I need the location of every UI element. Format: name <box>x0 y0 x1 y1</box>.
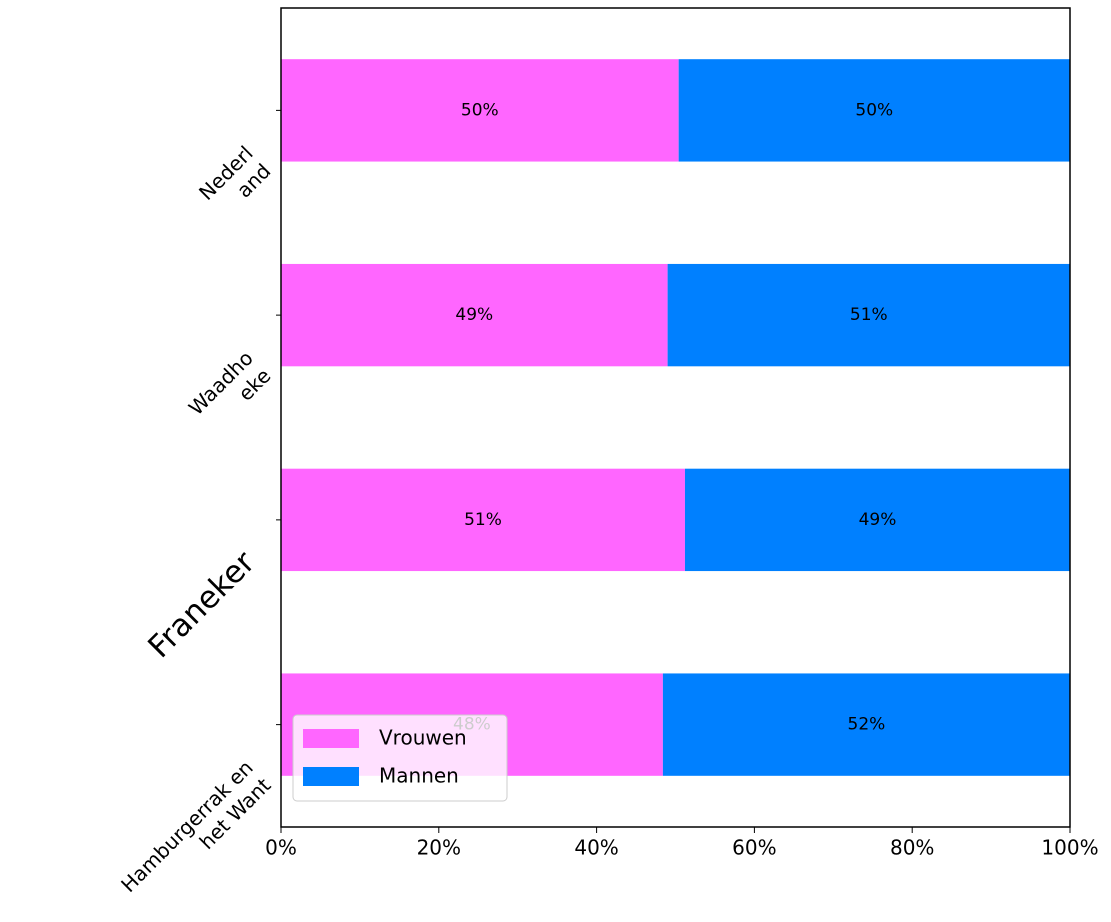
x-tick-label: 0% <box>265 836 297 860</box>
value-label: 51% <box>850 305 888 325</box>
y-tick-label: Hamburgerrak enhet Want <box>116 755 275 914</box>
legend-label: Vrouwen <box>379 726 467 750</box>
x-tick-label: 20% <box>417 836 461 860</box>
bar <box>684 468 1070 572</box>
x-tick-label: 60% <box>732 836 776 860</box>
value-label: 50% <box>461 100 499 120</box>
plot-frame <box>280 7 1071 828</box>
value-label: 52% <box>848 715 886 735</box>
bar <box>662 673 1070 776</box>
bar <box>281 59 679 162</box>
x-tick-label: 100% <box>1041 836 1098 860</box>
bar <box>281 263 668 367</box>
bar <box>678 59 1070 162</box>
legend: Vrouwen Mannen <box>292 714 508 802</box>
value-label: 49% <box>859 510 897 530</box>
legend-swatch <box>303 767 359 786</box>
y-tick-label-line: Franeker <box>141 544 262 665</box>
y-tick-label: Waadhoeke <box>183 346 275 438</box>
x-tick-label: 40% <box>574 836 618 860</box>
value-label: 49% <box>455 305 493 325</box>
bar <box>281 468 685 572</box>
y-tick-label: Franeker <box>141 544 262 665</box>
legend-label: Mannen <box>379 764 459 788</box>
bar <box>667 263 1070 367</box>
y-tick-label: Nederland <box>194 141 275 222</box>
value-label: 51% <box>464 510 502 530</box>
legend-swatch <box>303 729 359 748</box>
x-tick-label: 80% <box>890 836 934 860</box>
value-label: 50% <box>855 100 893 120</box>
